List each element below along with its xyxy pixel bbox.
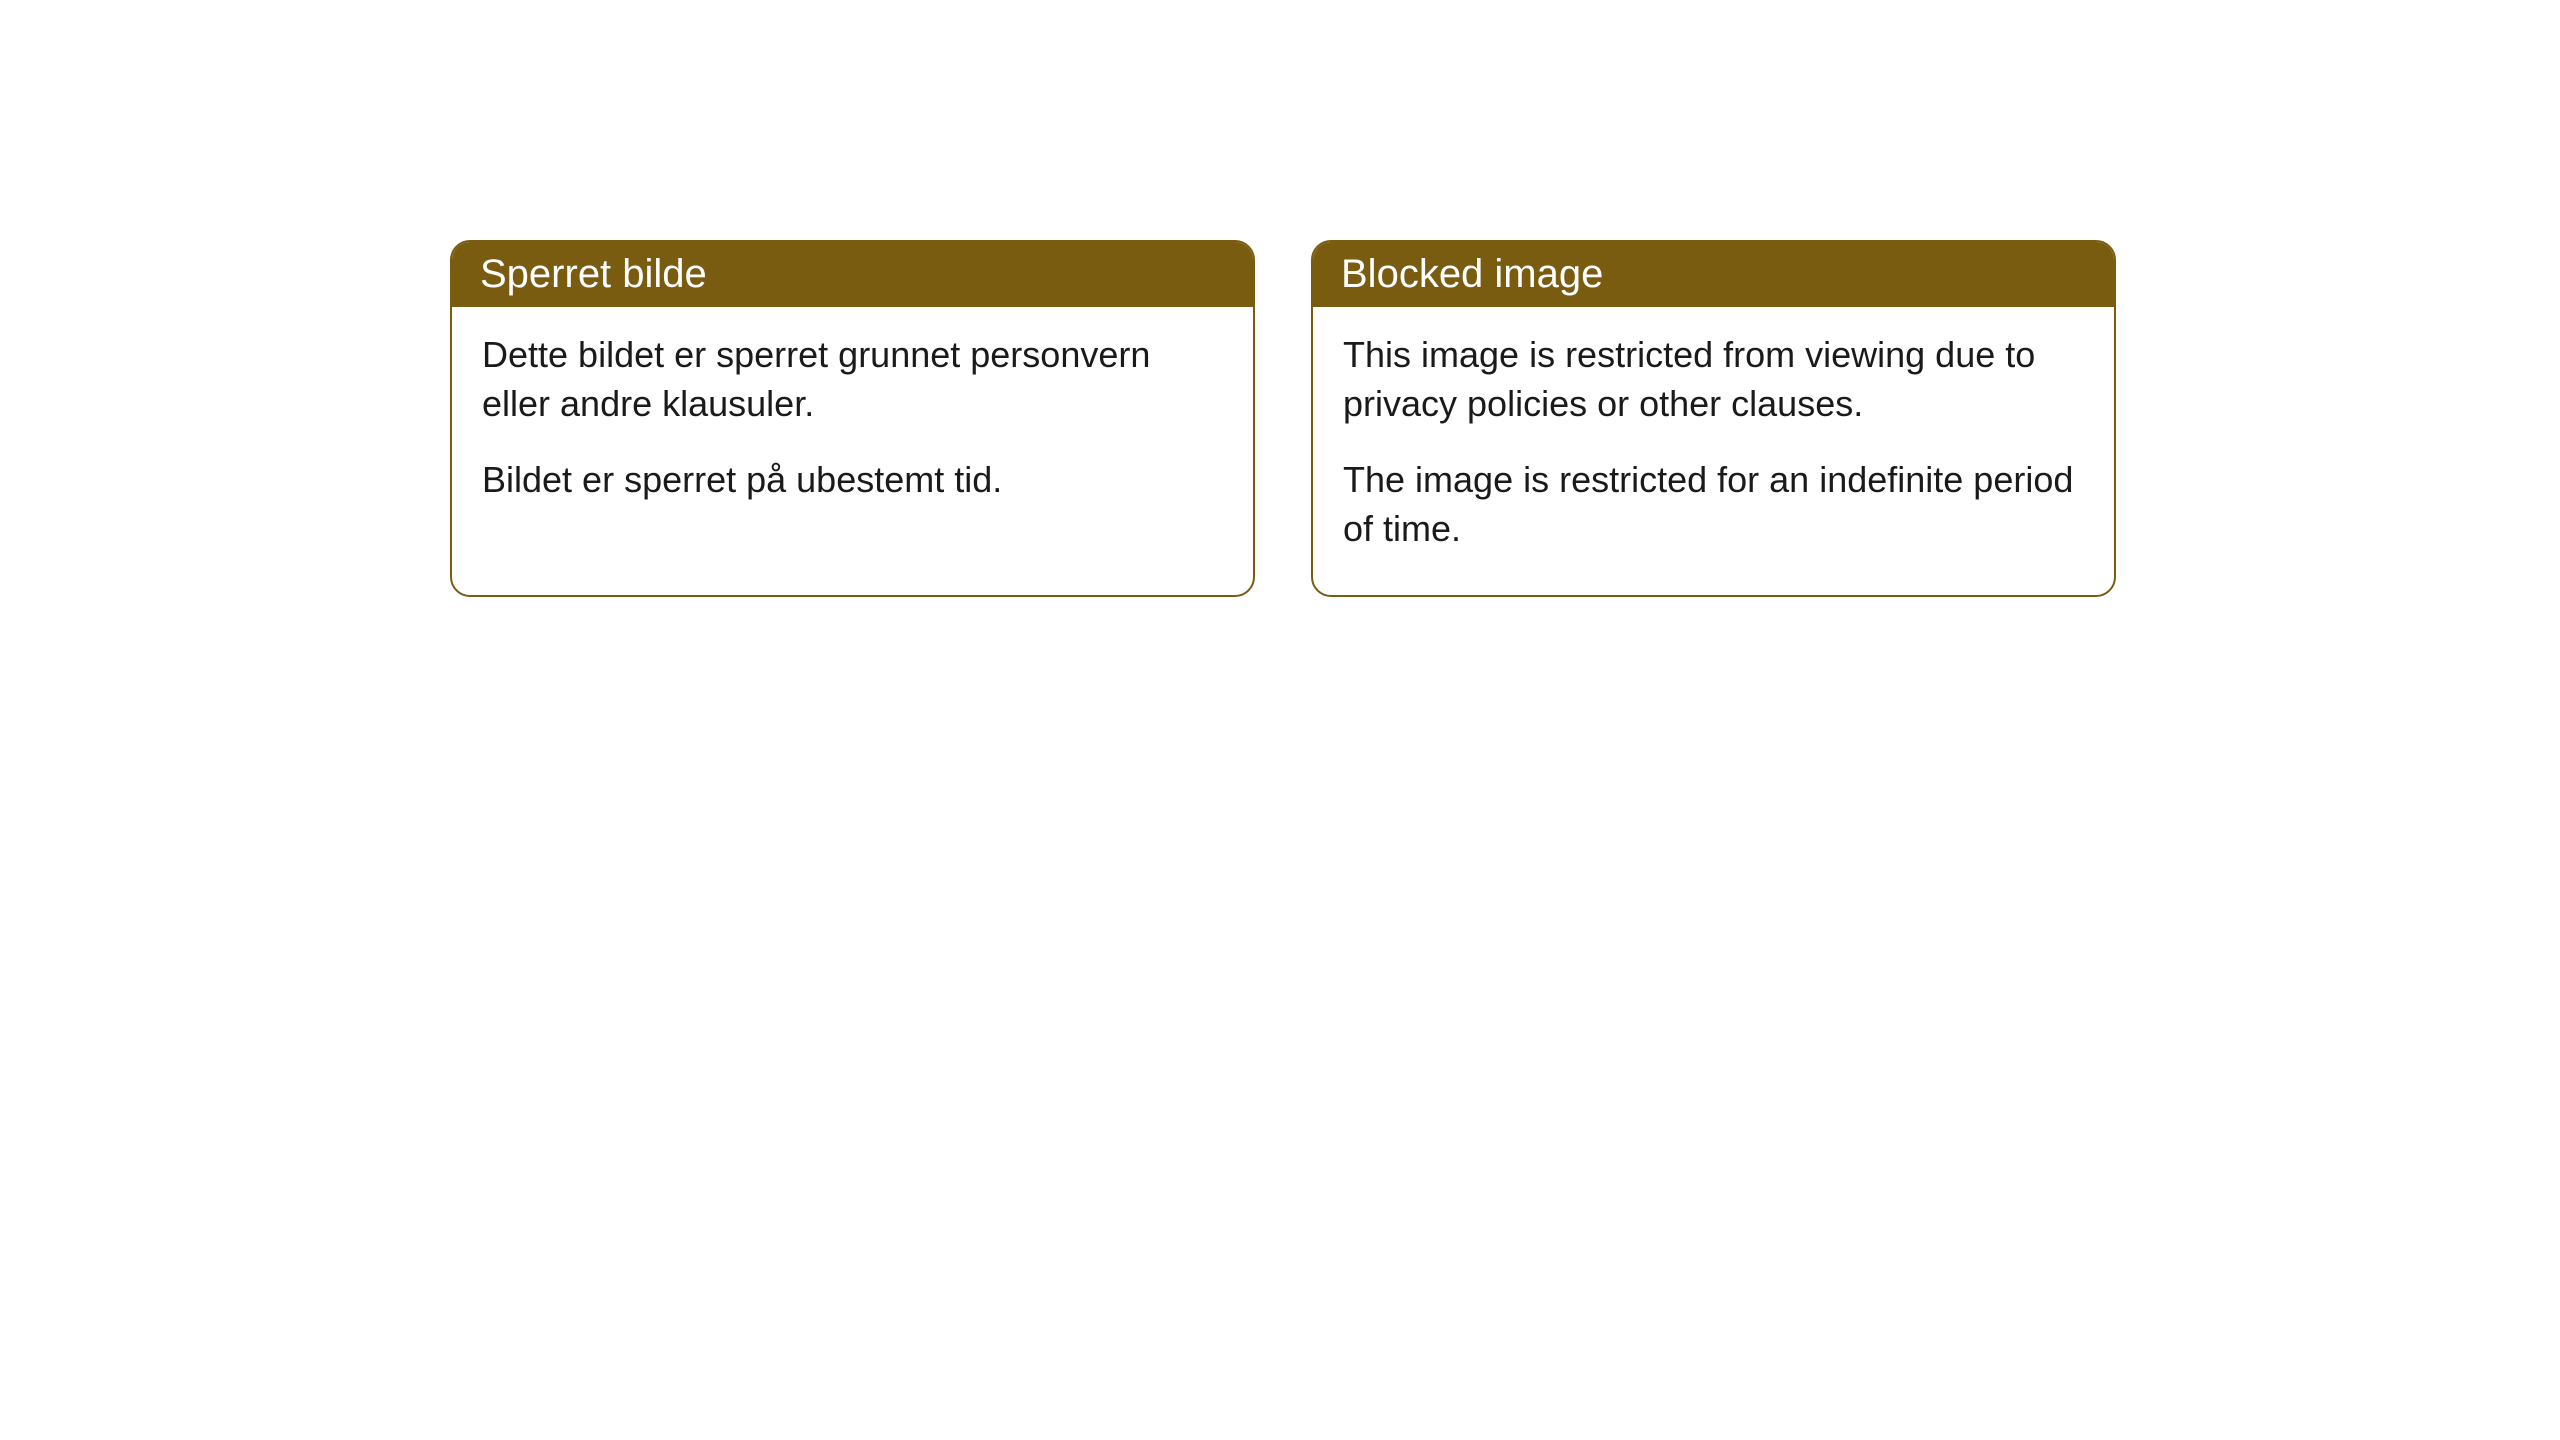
card-paragraph: This image is restricted from viewing du… [1343, 331, 2084, 428]
blocked-image-card-english: Blocked image This image is restricted f… [1311, 240, 2116, 597]
blocked-image-card-norwegian: Sperret bilde Dette bildet er sperret gr… [450, 240, 1255, 597]
card-header: Sperret bilde [452, 242, 1253, 307]
card-paragraph: Dette bildet er sperret grunnet personve… [482, 331, 1223, 428]
card-title: Blocked image [1341, 252, 1603, 296]
card-paragraph: The image is restricted for an indefinit… [1343, 456, 2084, 553]
card-body: This image is restricted from viewing du… [1313, 307, 2114, 595]
card-body: Dette bildet er sperret grunnet personve… [452, 307, 1253, 547]
notice-cards-container: Sperret bilde Dette bildet er sperret gr… [450, 240, 2116, 597]
card-header: Blocked image [1313, 242, 2114, 307]
card-paragraph: Bildet er sperret på ubestemt tid. [482, 456, 1223, 505]
card-title: Sperret bilde [480, 252, 707, 296]
